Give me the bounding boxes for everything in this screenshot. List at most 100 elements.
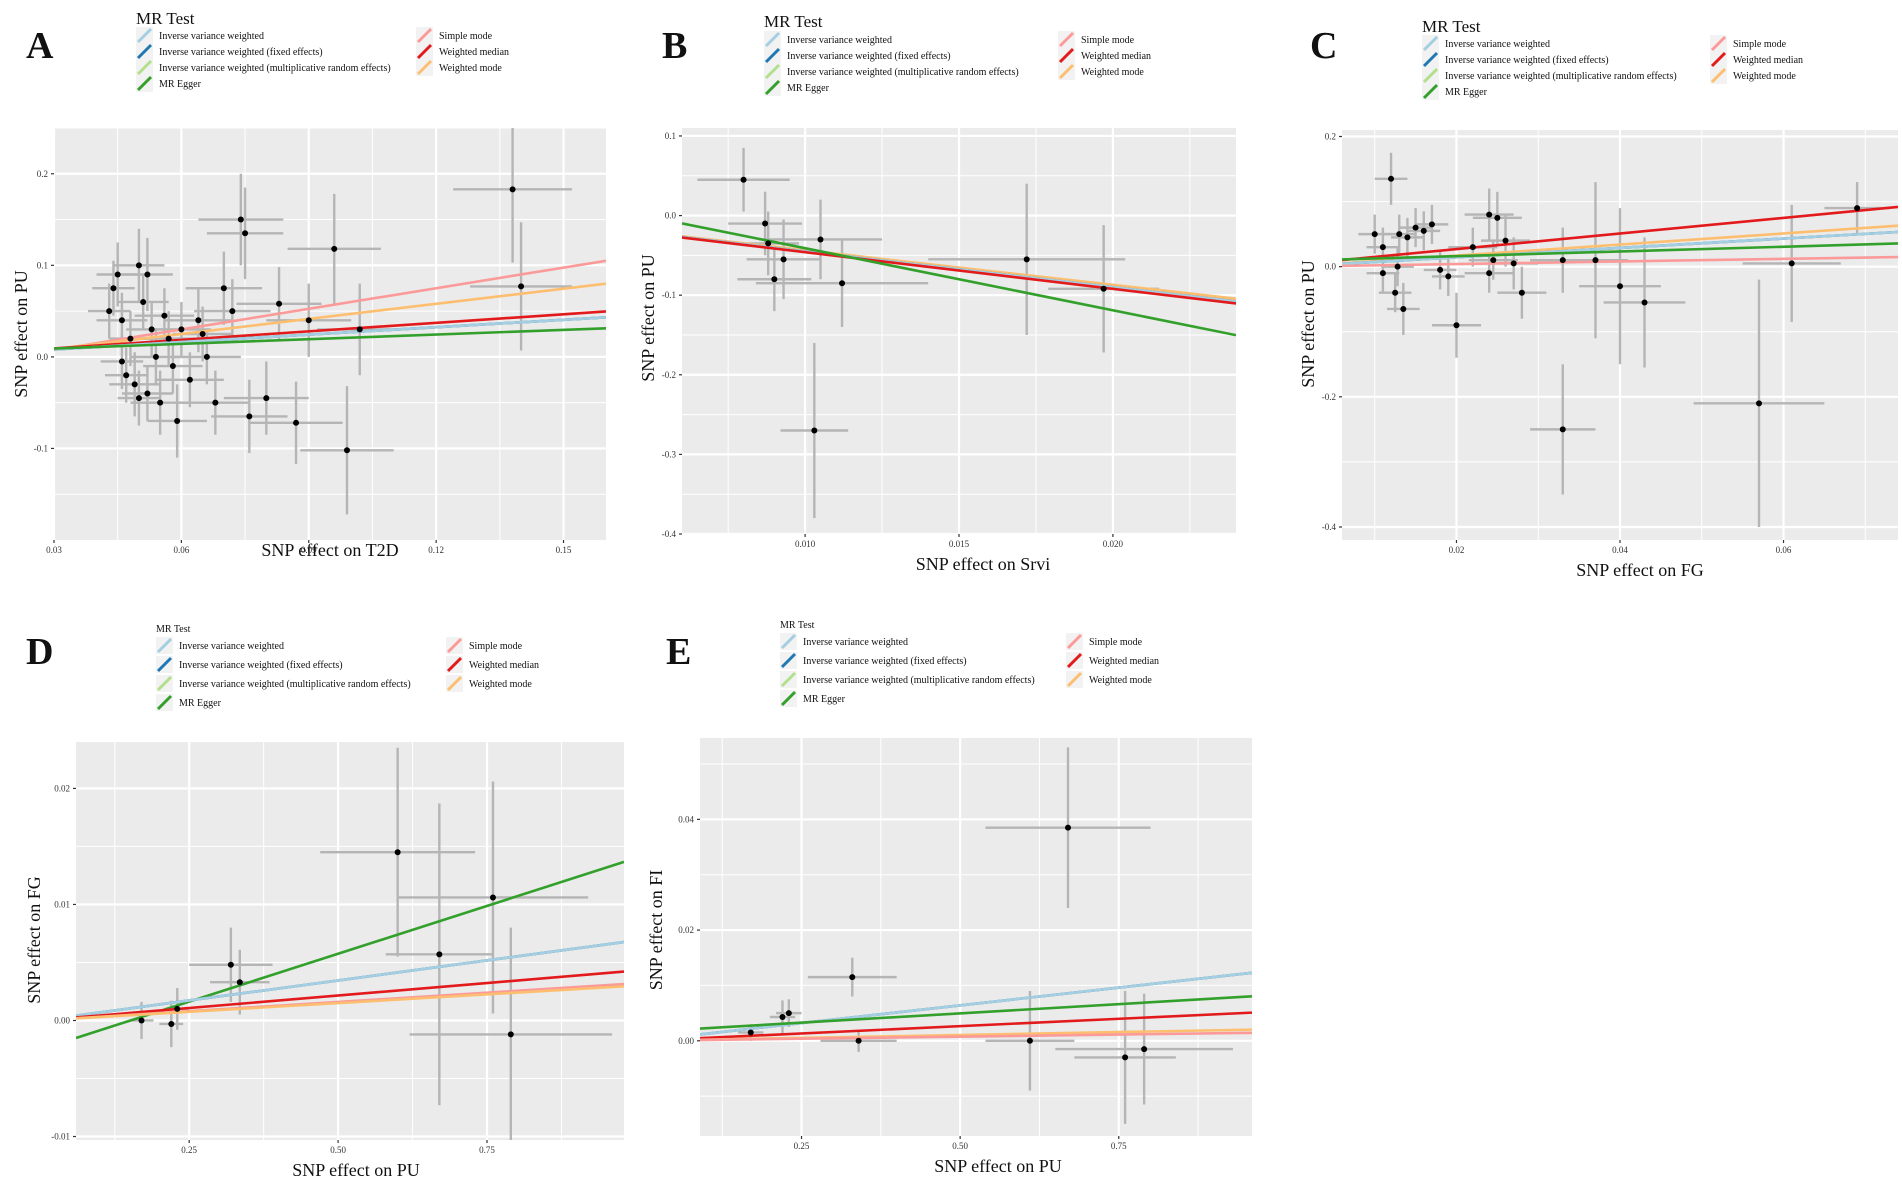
y-tick-label: 0.04 (678, 814, 694, 824)
y-tick-label: 0.01 (54, 899, 70, 909)
panel-letter: E (666, 631, 691, 673)
data-point (1518, 289, 1525, 296)
legend-key-ivw (780, 633, 797, 650)
data-point (1412, 224, 1419, 231)
legend-label-ivw: Inverse variance weighted (1445, 39, 1550, 50)
panel-d: D MR Test Inverse variance weightedInver… (24, 624, 624, 1180)
data-point (118, 358, 125, 365)
data-point (1617, 283, 1623, 290)
data-point (178, 326, 185, 333)
data-point (237, 216, 244, 223)
data-point (118, 317, 125, 324)
legend-label-simple_mode: Simple mode (439, 31, 493, 42)
legend-label-ivw_fe: Inverse variance weighted (fixed effects… (159, 47, 323, 58)
x-tick-label: 0.75 (479, 1145, 495, 1155)
data-point (509, 186, 516, 193)
data-point (1559, 426, 1566, 433)
data-point (855, 1037, 862, 1044)
legend-label-weighted_mode: Weighted mode (439, 63, 502, 74)
data-point (1122, 1054, 1129, 1061)
data-point (771, 276, 778, 283)
data-point (1428, 221, 1435, 228)
legend-label-simple_mode: Simple mode (1733, 39, 1787, 50)
data-point (220, 285, 227, 292)
legend: Inverse variance weighted Inverse varianc… (1422, 35, 1803, 100)
data-point (1641, 299, 1648, 306)
legend-key-egger (780, 690, 797, 707)
x-axis-label: SNP effect on T2D (261, 540, 398, 560)
data-point (138, 1017, 145, 1024)
legend-key-weighted_mode (1710, 67, 1727, 84)
legend-key-ivw_fe (780, 652, 797, 669)
regression-line-simple_mode (1342, 255, 1898, 268)
plot-marks (1342, 152, 1898, 527)
panel-e: E MR Test Inverse variance weightedInver… (646, 620, 1252, 1176)
data-point (1486, 270, 1493, 277)
regression-line-egger (682, 222, 1236, 337)
x-tick-label: 0.15 (556, 545, 572, 555)
data-point (203, 353, 210, 360)
ticks: 0.03 0.06 0.09 0.12 0.15 -0.1 0.0 0.1 0.2 (34, 169, 572, 555)
plot-marks (54, 128, 606, 515)
data-point (1559, 257, 1566, 264)
data-point (1388, 175, 1395, 182)
legend-label-ivw: Inverse variance weighted (803, 637, 908, 648)
x-tick-label: 0.09 (301, 545, 317, 555)
data-point (229, 308, 236, 315)
y-tick-label: -0.4 (1322, 522, 1337, 532)
legend-label-ivw: Inverse variance weighted (159, 31, 264, 42)
y-axis-label: SNP effect on FG (24, 876, 44, 1004)
legend-key-weighted_mode (1058, 63, 1075, 80)
y-tick-label: -0.1 (662, 290, 676, 300)
x-tick-label: 0.25 (181, 1145, 197, 1155)
x-tick-label: 0.50 (952, 1141, 968, 1151)
ticks: 0.25 0.50 0.75 -0.01 0.00 0.01 0.02 (51, 783, 495, 1155)
plot-area (700, 747, 1252, 1124)
legend-label-weighted_median: Weighted median (1733, 55, 1803, 66)
data-point (236, 979, 243, 986)
legend-key-ivw (136, 27, 153, 44)
data-point (186, 376, 193, 383)
plot-area (54, 128, 606, 515)
legend-label-ivw_fe: Inverse variance weighted (fixed effects… (1445, 55, 1609, 66)
legend-key-egger (1422, 83, 1439, 100)
data-point (331, 245, 338, 252)
legend-key-egger (136, 75, 153, 92)
x-tick-label: 0.020 (1103, 539, 1124, 549)
legend-key-weighted_mode (416, 59, 433, 76)
legend-label-egger: MR Egger (803, 694, 846, 705)
legend-key-weighted_median (446, 656, 463, 673)
data-point (135, 262, 142, 269)
panel-letter: C (1310, 25, 1337, 67)
data-point (169, 363, 176, 370)
data-point (762, 220, 769, 227)
data-point (436, 951, 443, 958)
plot-background (700, 738, 1252, 1136)
data-point (1379, 244, 1386, 251)
legend-key-ivw (1422, 35, 1439, 52)
legend-key-ivw_mre (156, 675, 173, 692)
panel-a: A MR Test Inverse variance weightedInver… (11, 9, 606, 560)
legend-key-weighted_mode (446, 675, 463, 692)
legend-key-egger (156, 694, 173, 711)
y-tick-label: 0.1 (37, 260, 48, 270)
data-point (140, 298, 147, 305)
ticks: 0.010 0.015 0.020 -0.4 -0.3 -0.2 -0.1 0.0 0.1 (662, 131, 1124, 549)
x-tick-label: 0.25 (794, 1141, 810, 1151)
data-point (1379, 270, 1386, 277)
legend-key-egger (764, 79, 781, 96)
legend-label-ivw_fe: Inverse variance weighted (fixed effects… (787, 51, 951, 62)
plot-background (76, 742, 624, 1140)
y-tick-label: 0.0 (1325, 262, 1337, 272)
y-tick-label: -0.3 (662, 449, 677, 459)
data-point (811, 427, 818, 434)
data-point (343, 447, 350, 454)
data-point (1510, 260, 1517, 267)
data-point (127, 335, 134, 342)
regression-line-weighted_mode (76, 985, 624, 1020)
data-point (114, 271, 121, 278)
y-axis-label: SNP effect on PU (638, 254, 658, 382)
legend-key-ivw_mre (780, 671, 797, 688)
data-point (1065, 824, 1071, 831)
data-point (1453, 322, 1460, 329)
